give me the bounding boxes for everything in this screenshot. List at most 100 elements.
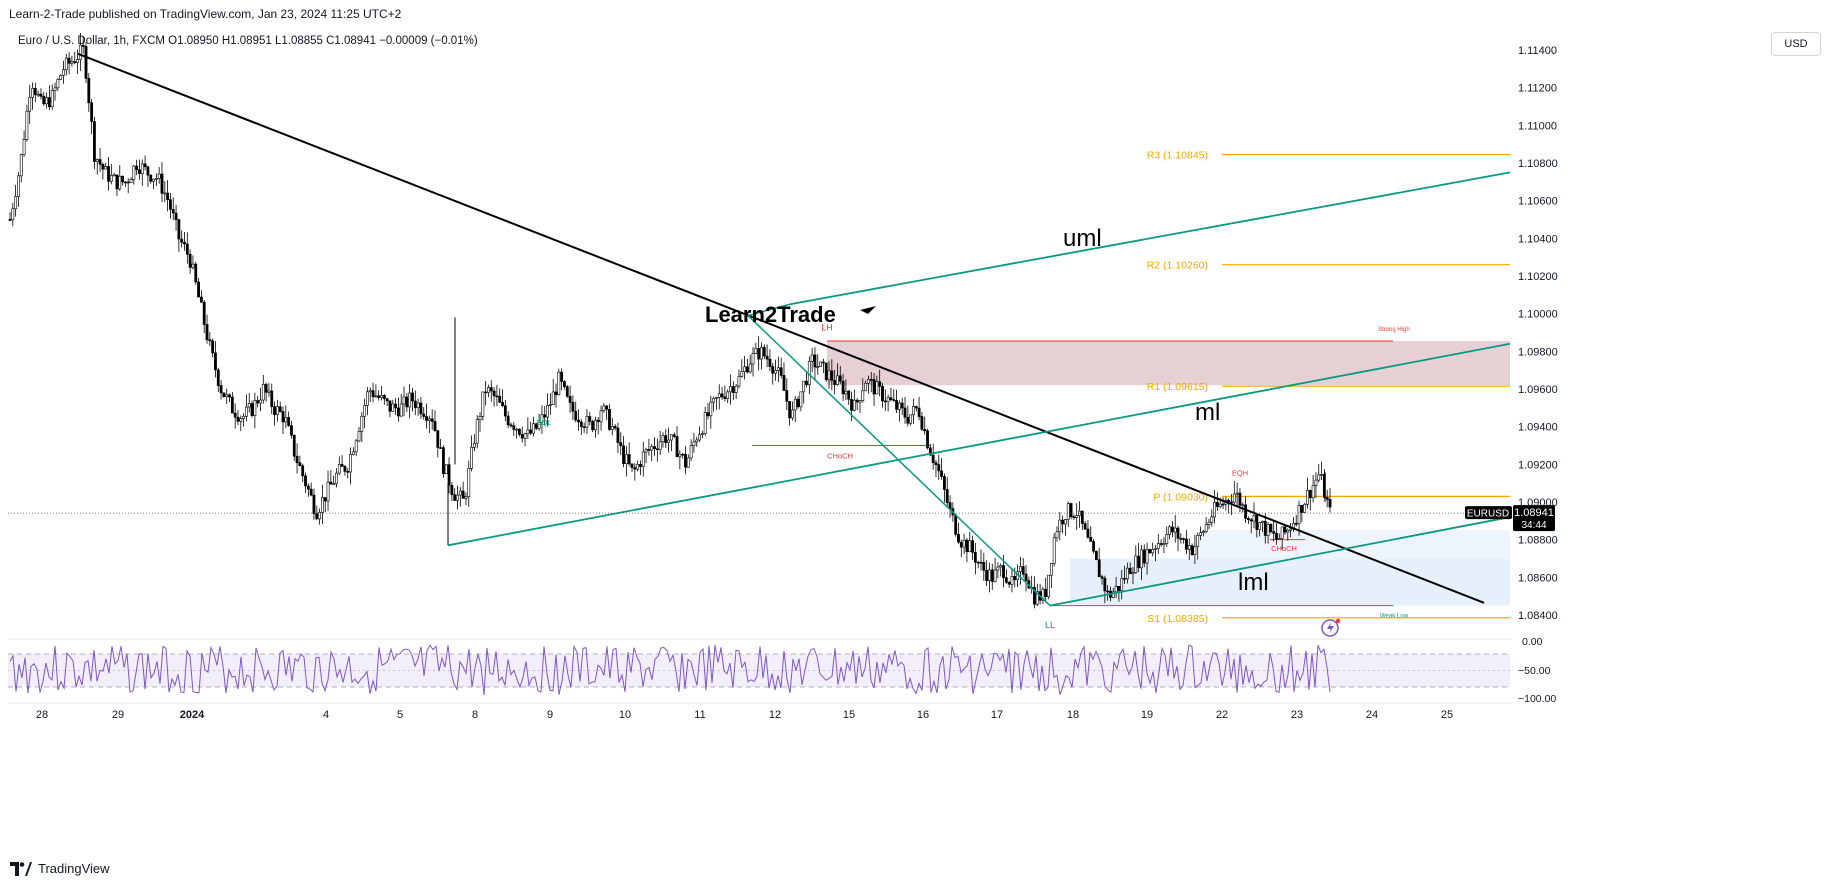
candle-down [976,561,980,564]
candle-up [1280,526,1284,539]
candle-down [965,539,969,553]
candle-down [833,380,837,385]
candle-down [278,406,282,412]
candle-down [340,464,344,467]
time-tick-22: 22 [1216,709,1228,721]
candle-up [836,375,839,385]
candle-up [602,405,606,412]
candle-down [928,447,932,456]
symbol-ohlc-legend: Euro / U.S. Dollar, 1h, FXCM O1.08950 H1… [18,35,478,47]
candle-down [298,462,302,467]
candle-down [169,199,172,210]
candle-up [594,419,597,431]
candle-down [900,402,904,409]
candle-up [152,178,155,182]
candle-down [214,352,217,371]
time-tick-11: 11 [694,709,705,721]
currency-button[interactable]: USD [1771,32,1821,56]
candle-up [157,173,161,179]
candle-down [1021,566,1025,575]
candle-up [28,96,32,112]
candle-down [216,369,220,386]
candle-up [1258,522,1262,530]
candle-up [318,512,321,520]
candle-up [1058,519,1062,533]
candle-down [579,421,583,427]
candle-down [619,442,623,447]
candle-down [560,371,564,382]
candle-up [551,391,555,406]
candle-down [388,400,392,412]
candle-down [233,412,237,418]
candle-up [988,569,991,581]
candle-up [1196,535,1200,547]
alert-icon[interactable] [1321,619,1339,637]
candle-down [450,484,454,495]
candle-up [740,371,744,377]
candle-down [554,391,558,396]
candle-down [202,301,206,325]
candle-down [945,489,949,503]
candle-up [658,441,662,450]
pitchfork-upper-handle [747,303,791,317]
candle-down [509,424,513,427]
candle-up [112,174,116,177]
candle-down [177,219,181,240]
time-tick-10: 10 [619,709,631,721]
candle-up [717,393,721,398]
candle-down [850,398,853,411]
candle-up [858,400,862,403]
candle-down [1221,503,1225,506]
price-tick-3: 1.10800 [1518,158,1558,170]
candle-up [1140,549,1143,569]
candle-up [1168,526,1171,535]
price-tick-11: 1.09200 [1518,459,1558,471]
candle-down [838,375,842,382]
candle-down [830,370,834,381]
candle-down [439,447,443,449]
candle-up [191,263,195,268]
candle-down [765,355,769,360]
candle-up [1019,566,1022,573]
candle-up [17,175,20,197]
candle-down [1182,538,1186,540]
candle-up [399,403,403,417]
candle-down [346,471,350,473]
candle-down [1089,537,1093,542]
candle-up [1297,504,1301,524]
candle-up [1266,524,1270,536]
candle-up [332,483,336,485]
candle-down [115,174,119,190]
candle-down [940,470,943,477]
candle-down [957,533,960,543]
time-tick-19: 19 [1141,709,1153,721]
candle-down [188,253,192,268]
candle-down [954,514,958,535]
candle-up [754,348,758,354]
candle-down [48,97,51,108]
candle-down [281,411,285,423]
candle-up [515,428,519,431]
candle-down [292,434,296,457]
candle-down [926,430,929,449]
candle-down [430,418,434,422]
candle-down [436,430,440,448]
candle-up [1173,527,1177,533]
pitchfork-uml-line [789,171,1511,306]
candle-down [146,166,150,176]
candle-down [501,402,504,406]
candle-down [1249,519,1253,522]
candle-up [875,381,879,395]
candle-up [540,414,544,423]
candle-down [1272,531,1276,534]
candle-up [712,398,716,403]
price-tick-1: 1.11200 [1518,83,1557,95]
candle-up [1162,543,1166,545]
candle-up [59,75,63,80]
candle-down [160,173,164,194]
price-tick-8: 1.09800 [1518,346,1558,358]
candle-down [329,481,333,485]
candle-down [433,421,437,431]
candle-up [360,415,364,432]
